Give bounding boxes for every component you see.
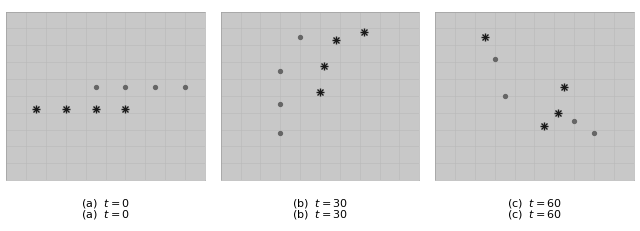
Text: (a)  $t = 0$: (a) $t = 0$ xyxy=(81,208,130,221)
Title: (b)  $t = 30$: (b) $t = 30$ xyxy=(292,197,348,210)
Text: (c)  $t = 60$: (c) $t = 60$ xyxy=(507,208,562,221)
Text: (b)  $t = 30$: (b) $t = 30$ xyxy=(292,208,348,221)
Title: (a)  $t = 0$: (a) $t = 0$ xyxy=(81,197,130,210)
Title: (c)  $t = 60$: (c) $t = 60$ xyxy=(507,197,562,210)
